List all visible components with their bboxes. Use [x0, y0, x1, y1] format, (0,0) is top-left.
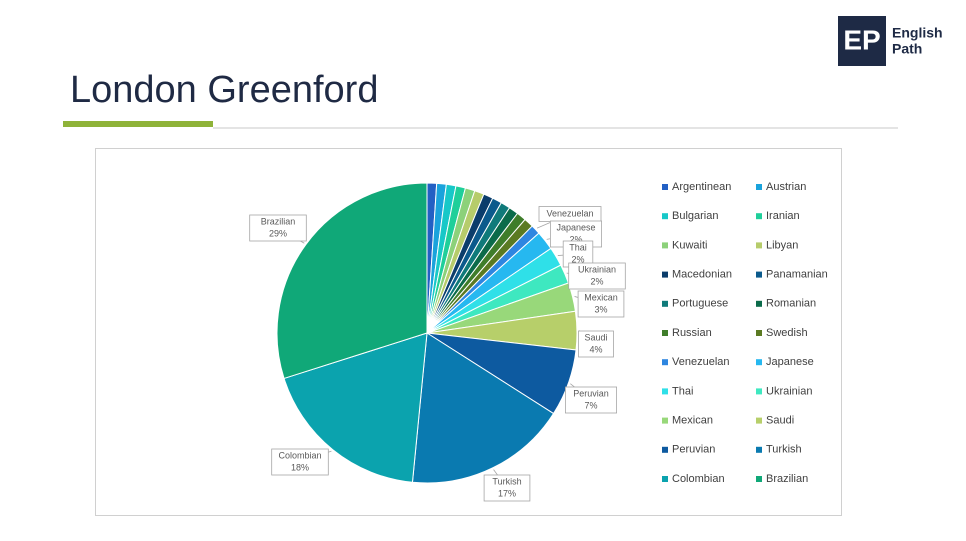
legend-label: Peruvian: [672, 444, 715, 456]
legend-label: Ukrainian: [766, 385, 812, 397]
legend-swatch: [662, 330, 668, 336]
pie-slice: [411, 332, 555, 484]
data-label-name: Peruvian: [573, 388, 609, 398]
data-label-name: Venezuelan: [546, 208, 593, 218]
brand: English: [892, 25, 943, 41]
legend-label: Macedonian: [672, 269, 732, 281]
data-label-name: Turkish: [492, 476, 521, 486]
legend-swatch: [662, 271, 668, 278]
legend-label: Turkish: [766, 444, 802, 456]
legend-label: Kuwaiti: [672, 239, 707, 251]
legend-swatch: [756, 271, 762, 278]
label-box: [578, 330, 614, 358]
legend-label: Japanese: [766, 356, 814, 368]
logo-box: [838, 16, 886, 66]
data-label: 4%: [589, 344, 602, 354]
legend-swatch: [662, 446, 668, 453]
accent-bar: [63, 121, 213, 127]
data-label-name: Thai: [569, 242, 587, 252]
legend-swatch: [756, 359, 762, 366]
legend-swatch: [662, 359, 668, 366]
legend-label: Saudi: [766, 415, 794, 427]
data-label: 18%: [291, 462, 309, 472]
legend-label: Austrian: [766, 181, 806, 193]
data-label-name: Mexican: [584, 292, 618, 302]
legend-swatch: [662, 300, 668, 307]
legend-label: Swedish: [766, 327, 808, 339]
label-box: [577, 290, 625, 318]
data-label-name: Brazilian: [261, 216, 296, 226]
label-box: [568, 262, 626, 290]
data-label: 29%: [269, 228, 287, 238]
legend-swatch: [756, 388, 762, 395]
slide-title: London Greenford: [70, 69, 378, 111]
legend-swatch: [662, 388, 668, 395]
label-box: [565, 386, 618, 414]
data-label-name: Saudi: [584, 332, 607, 342]
legend-label: Panamanian: [766, 269, 828, 281]
legend-swatch: [756, 446, 762, 453]
legend-label: Venezuelan: [672, 356, 730, 368]
data-label: 3%: [594, 304, 607, 314]
data-label: 2%: [590, 276, 603, 286]
label-box: [483, 474, 531, 502]
legend-label: Argentinean: [672, 181, 731, 193]
legend-swatch: [756, 184, 762, 190]
legend-label: Thai: [672, 385, 693, 397]
legend-swatch: [756, 330, 762, 336]
data-label-name: Ukrainian: [578, 264, 616, 274]
legend-swatch: [662, 184, 668, 190]
data-label: 2%: [569, 234, 582, 244]
legend-swatch: [756, 476, 762, 482]
legend-swatch: [756, 213, 762, 220]
data-label: 17%: [498, 488, 516, 498]
pie-slice: [283, 332, 428, 483]
legend-swatch: [756, 417, 762, 424]
legend-label: Mexican: [672, 415, 713, 427]
brand: Path: [892, 41, 922, 57]
legend-label: Bulgarian: [672, 210, 718, 222]
logo-text: EP: [843, 24, 880, 55]
legend-label: Russian: [672, 327, 712, 339]
legend-swatch: [756, 242, 762, 249]
legend-swatch: [662, 242, 668, 249]
data-label: 2%: [571, 254, 584, 264]
legend-swatch: [756, 300, 762, 307]
data-label: 7%: [584, 400, 597, 410]
label-box: [271, 448, 329, 476]
legend-swatch: [662, 476, 668, 482]
label-box: [249, 214, 307, 242]
data-label-name: Japanese: [556, 222, 595, 232]
legend-label: Colombian: [672, 473, 725, 485]
legend-label: Iranian: [766, 210, 800, 222]
pie-slice: [276, 182, 428, 380]
legend-label: Romanian: [766, 298, 816, 310]
data-label-name: Colombian: [278, 450, 321, 460]
legend-label: Portuguese: [672, 298, 728, 310]
legend-swatch: [662, 213, 668, 220]
legend-label: Libyan: [766, 239, 798, 251]
legend-label: Brazilian: [766, 473, 808, 485]
legend-swatch: [662, 417, 668, 424]
